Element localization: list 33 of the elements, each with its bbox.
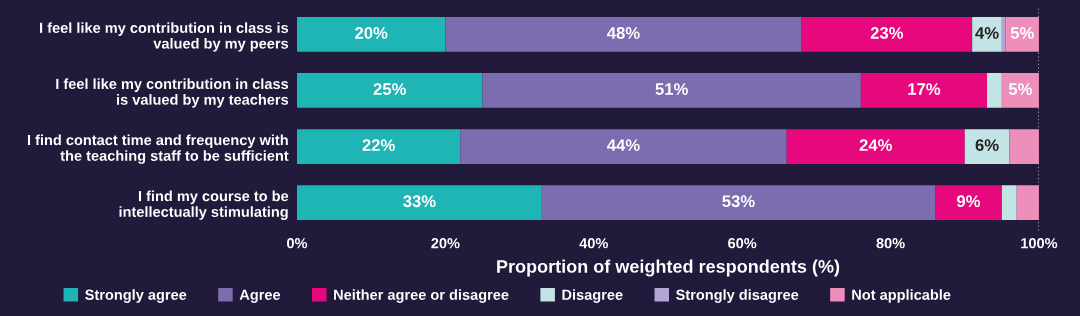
x-axis-title: Proportion of weighted respondents (%): [497, 259, 840, 277]
data-label: 5%: [1010, 27, 1034, 39]
legend-label: Agree: [239, 289, 281, 303]
legend-label: Strongly disagree: [676, 289, 799, 303]
x-tick-label: 20%: [431, 238, 460, 249]
data-label: 44%: [607, 139, 640, 151]
legend-label: Disagree: [562, 289, 623, 303]
data-label: 24%: [859, 139, 892, 151]
data-label: 33%: [403, 195, 436, 208]
x-tick-label: 0%: [287, 238, 308, 249]
legend-label: Not applicable: [852, 289, 951, 303]
y-tick-label: I find contact time and frequency with the teaching staff to be sufficient: [27, 134, 289, 164]
data-label: 17%: [908, 83, 941, 95]
x-tick-label: 40%: [579, 238, 608, 249]
data-label: 25%: [373, 83, 406, 95]
data-label: 9%: [957, 195, 981, 208]
data-label: 20%: [355, 27, 388, 39]
data-label: 6%: [975, 139, 999, 152]
y-tick-label: I find my course to be intellectually stimulating: [119, 190, 289, 220]
x-tick-label: 80%: [876, 238, 905, 249]
data-label: 4%: [975, 27, 999, 39]
data-label: 48%: [607, 27, 640, 39]
data-label: 53%: [722, 195, 755, 208]
data-label: 22%: [362, 139, 395, 151]
x-tick-label: 60%: [728, 238, 757, 249]
legend-label: Strongly agree: [85, 289, 187, 303]
data-label: 23%: [870, 27, 904, 39]
legend-label: Neither agree or disagree: [334, 289, 509, 303]
data-label: 5%: [1008, 83, 1033, 95]
x-tick-label: 100%: [1021, 238, 1058, 249]
y-tick-label: I feel like my contribution in class is valued by my teachers: [56, 78, 289, 108]
y-tick-label: I feel like my contribution in class is valued by my peers: [40, 22, 289, 52]
data-label: 51%: [655, 83, 688, 95]
